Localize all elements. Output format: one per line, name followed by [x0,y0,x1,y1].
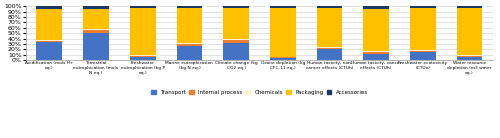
Bar [456,8,482,55]
Bar [456,6,482,8]
Bar [270,59,295,60]
Bar [223,6,249,8]
Bar [410,6,436,8]
Bar [410,8,436,50]
Bar [130,6,156,8]
Bar [316,6,342,8]
Bar [316,49,342,60]
Bar [364,52,389,54]
Bar [410,51,436,52]
Bar [270,6,295,8]
Bar [456,56,482,57]
Bar [456,55,482,56]
Bar [36,42,62,60]
Bar [36,9,62,40]
Bar [176,43,202,44]
Bar [83,29,109,30]
Bar [410,50,436,51]
Bar [316,47,342,48]
Bar [130,55,156,56]
Bar [270,8,295,57]
Bar [364,54,389,60]
Bar [36,40,62,41]
Bar [83,9,109,29]
Bar [176,44,202,46]
Bar [223,40,249,43]
Bar [83,33,109,60]
Bar [36,41,62,42]
Bar [130,8,156,55]
Bar [176,6,202,8]
Bar [83,30,109,33]
Bar [83,6,109,9]
Bar [316,8,342,47]
Bar [364,51,389,52]
Bar [364,9,389,51]
Bar [176,46,202,60]
Bar [130,57,156,60]
Bar [270,57,295,59]
Bar [130,56,156,57]
Bar [456,57,482,60]
Bar [223,43,249,60]
Bar [410,52,436,60]
Legend: Transport, Internal process, Chemicals, Packaging, Accessories: Transport, Internal process, Chemicals, … [150,89,369,96]
Bar [176,8,202,43]
Bar [223,39,249,40]
Bar [364,6,389,9]
Bar [223,8,249,39]
Bar [36,6,62,9]
Bar [316,48,342,49]
